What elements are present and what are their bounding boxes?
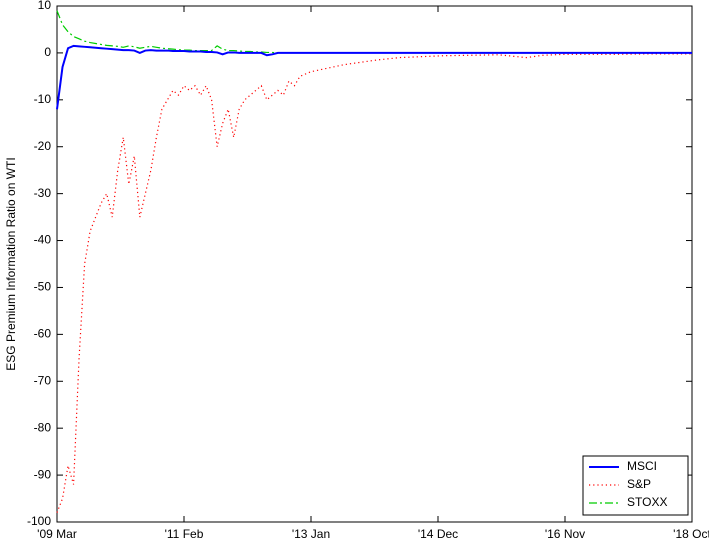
legend-label: STOXX (627, 495, 667, 509)
plot-area (56, 5, 693, 523)
y-tick-label: -70 (34, 373, 52, 387)
x-tick-label: '16 Nov (545, 527, 585, 541)
y-tick-label: -100 (27, 514, 51, 528)
y-tick-label: -90 (34, 467, 52, 481)
y-tick-label: -60 (34, 327, 52, 341)
y-tick-label: -20 (34, 139, 52, 153)
y-tick-label: -30 (34, 186, 52, 200)
x-tick-label: '18 Oct (673, 527, 709, 541)
y-axis-label: ESG Premium Information Ratio on WTI (4, 157, 18, 370)
y-tick-label: -40 (34, 233, 52, 247)
x-tick-label: '11 Feb (165, 527, 204, 541)
y-tick-label: -50 (34, 280, 52, 294)
x-tick-label: '14 Dec (418, 527, 458, 541)
series-line (56, 53, 692, 513)
y-tick-label: -10 (34, 92, 52, 106)
legend-label: MSCI (627, 459, 657, 473)
x-tick-label: '13 Jan (292, 527, 330, 541)
x-tick-label: '09 Mar (37, 527, 77, 541)
y-tick-label: 10 (38, 0, 52, 12)
y-tick-label: 0 (44, 45, 51, 59)
legend-box (582, 455, 689, 516)
series-line (56, 10, 692, 54)
legend-label: S&P (627, 477, 651, 491)
series-line (56, 44, 692, 110)
y-tick-label: -80 (34, 420, 52, 434)
